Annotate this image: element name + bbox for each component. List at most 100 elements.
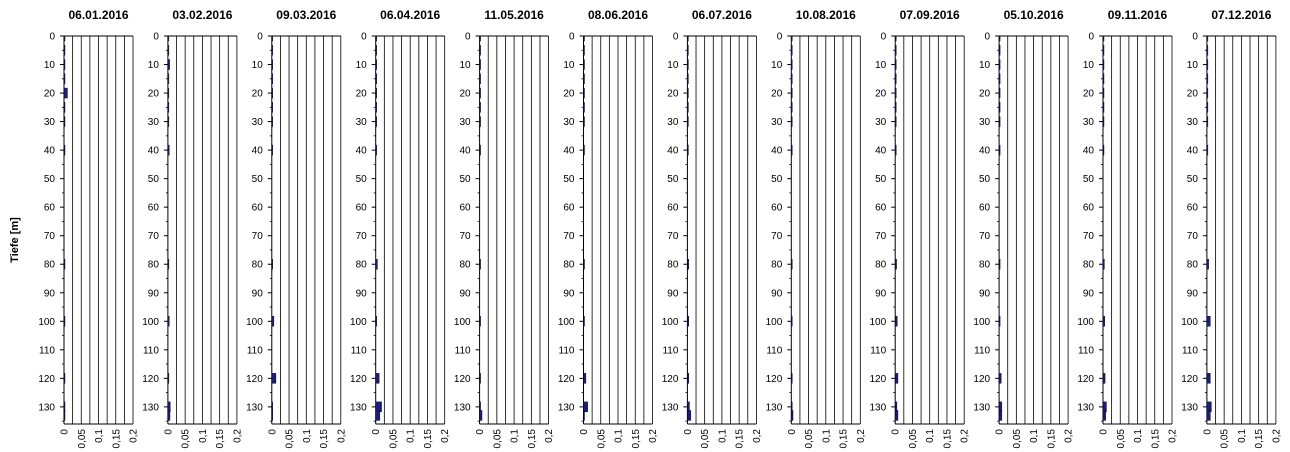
bar [895,410,899,421]
bar [583,102,585,113]
y-tick-label: 60 [563,203,575,214]
x-tick-label: 0,1 [94,429,105,443]
bar [998,102,1001,113]
bar [791,259,793,270]
y-tick-label: 80 [875,260,887,271]
bar [583,410,585,421]
y-tick-label: 70 [1187,231,1199,242]
bar [791,73,793,84]
bar [1206,116,1209,127]
bar [375,116,377,127]
bar [167,102,170,113]
bar [375,373,380,384]
y-tick-label: 40 [667,146,679,157]
bar [687,410,692,421]
bar [375,35,377,42]
y-tick-label: 60 [44,203,56,214]
y-tick-label: 70 [44,231,56,242]
y-tick-label: 30 [563,117,575,128]
y-tick-label: 110 [1078,345,1094,356]
y-tick-label: 110 [143,345,159,356]
bar [63,316,66,327]
y-tick-label: 0 [1088,32,1094,43]
bar [687,73,689,84]
bar [687,59,689,70]
y-tick-label: 30 [459,117,471,128]
x-tick-label: 0,1 [1133,429,1144,443]
bar [1206,259,1209,270]
y-tick-label: 90 [563,288,575,299]
y-tick-label: 10 [771,60,783,71]
x-tick-label: 0 [1202,429,1213,435]
y-tick-label: 80 [1187,260,1199,271]
y-tick-label: 100 [350,317,367,328]
bar [479,116,481,127]
bar [791,373,793,384]
y-tick-label: 110 [559,345,575,356]
x-tick-label: 0,2 [129,429,140,443]
bar [167,259,170,270]
y-tick-label: 90 [979,288,991,299]
y-tick-label: 10 [44,60,56,71]
y-tick-label: 110 [974,345,990,356]
bar [895,373,899,384]
bar [791,45,793,56]
y-tick-label: 110 [39,345,55,356]
bar [687,45,689,56]
bar [1206,59,1209,70]
y-tick-label: 70 [875,231,887,242]
y-tick-label: 10 [979,60,991,71]
x-tick-label: 0,1 [925,429,936,443]
x-tick-label: 0 [683,429,694,435]
y-tick-label: 110 [662,345,678,356]
y-tick-label: 20 [148,89,160,100]
y-tick-label: 50 [459,174,471,185]
y-tick-label: 130 [766,402,783,413]
panel-9: 07.09.2016 0 10 20 30 40 50 60 70 80 90 100 110 120 13… [870,8,971,448]
panel-2: 03.02.2016 0 10 20 30 40 50 60 70 80 90 100 110 120 13… [142,8,243,448]
bar [583,59,585,70]
y-tick-label: 0 [777,32,783,43]
bar [1102,316,1105,327]
y-tick-label: 30 [875,117,887,128]
bar [271,316,275,327]
y-tick-label: 130 [1077,402,1094,413]
x-tick-label: 0,15 [527,429,538,449]
y-tick-label: 50 [667,174,679,185]
y-tick-label: 30 [356,117,368,128]
x-tick-label: 0 [475,429,486,435]
x-tick-label: 0,15 [215,429,226,449]
bar [63,116,66,127]
y-tick-label: 60 [356,203,368,214]
panel-title: 06.07.2016 [692,8,752,22]
bar [583,45,585,56]
bar [167,73,170,84]
y-tick-label: 120 [1077,374,1094,385]
y-tick-label: 0 [49,32,55,43]
y-tick-label: 130 [454,402,471,413]
y-tick-label: 60 [667,203,679,214]
x-tick-label: 0,1 [406,429,417,443]
y-tick-label: 110 [455,345,471,356]
bar [271,87,273,99]
bar [998,316,1001,327]
bar [998,73,1001,84]
y-tick-label: 110 [1182,345,1198,356]
y-tick-label: 90 [148,288,160,299]
y-tick-label: 10 [356,60,368,71]
bar [1102,59,1105,70]
y-tick-label: 70 [356,231,368,242]
y-tick-label: 120 [1181,374,1198,385]
bar [583,116,585,127]
x-tick-label: 0,1 [717,429,728,443]
y-tick-label: 0 [569,32,575,43]
y-tick-label: 40 [771,146,783,157]
bar [479,73,481,84]
y-tick-label: 130 [142,402,159,413]
x-tick-label: 0,05 [700,429,711,449]
panel-title: 11.05.2016 [484,8,544,22]
x-tick-label: 0,15 [1150,429,1161,449]
y-tick-label: 110 [247,345,263,356]
bar [687,35,689,42]
x-tick-label: 0,05 [388,429,399,449]
